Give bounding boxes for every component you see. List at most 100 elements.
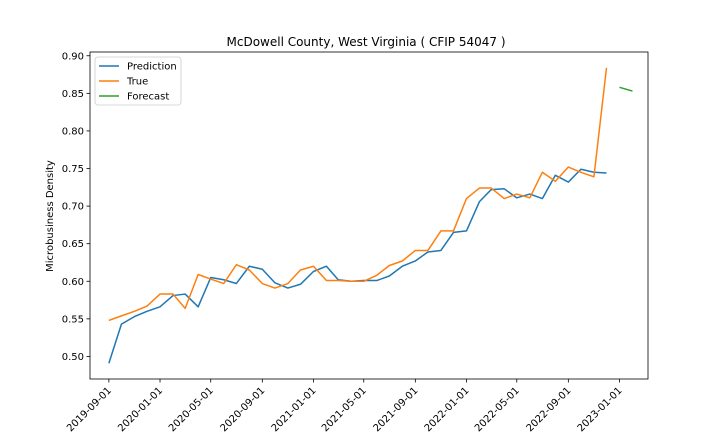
legend-label-true: True bbox=[126, 77, 148, 88]
data-point-prediction bbox=[478, 200, 480, 202]
y-tick-label: 0.70 bbox=[62, 202, 84, 213]
plot-area bbox=[108, 67, 633, 364]
data-point-true bbox=[274, 287, 276, 289]
data-point-true bbox=[120, 315, 122, 317]
data-point-true bbox=[554, 180, 556, 182]
data-point-true bbox=[541, 171, 543, 173]
x-tick-label: 2022-05-01 bbox=[473, 385, 522, 432]
x-tick-label: 2021-05-01 bbox=[320, 385, 369, 432]
data-point-prediction bbox=[567, 181, 569, 183]
data-point-true bbox=[350, 280, 352, 282]
data-point-prediction bbox=[223, 279, 225, 281]
data-point-true bbox=[440, 230, 442, 232]
data-point-prediction bbox=[503, 188, 505, 190]
data-point-true bbox=[593, 176, 595, 178]
data-point-prediction bbox=[248, 265, 250, 267]
y-axis: 0.50 0.55 0.60 0.65 0.70 0.75 0.80 0.85 0.90 bbox=[62, 51, 90, 363]
data-point-true bbox=[325, 279, 327, 281]
legend: Prediction True Forecast bbox=[94, 56, 182, 106]
y-tick-label: 0.80 bbox=[62, 126, 84, 137]
data-point-true bbox=[580, 171, 582, 173]
data-point-prediction bbox=[235, 282, 237, 284]
series-line-prediction bbox=[108, 168, 607, 364]
data-point-true bbox=[516, 193, 518, 195]
data-point-prediction bbox=[120, 323, 122, 325]
data-point-forecast bbox=[618, 86, 620, 88]
data-point-true bbox=[159, 293, 161, 295]
data-point-true bbox=[503, 197, 505, 199]
data-point-prediction bbox=[465, 230, 467, 232]
data-point-true bbox=[490, 187, 492, 189]
data-point-true bbox=[184, 307, 186, 309]
data-point-true bbox=[388, 264, 390, 266]
data-point-true bbox=[414, 249, 416, 251]
data-point-true bbox=[605, 67, 607, 69]
data-point-prediction bbox=[312, 270, 314, 272]
x-tick-label: 2019-09-01 bbox=[65, 385, 114, 432]
y-tick-label: 0.85 bbox=[62, 89, 84, 100]
data-point-prediction bbox=[159, 306, 161, 308]
data-point-prediction bbox=[197, 306, 199, 308]
legend-label-forecast: Forecast bbox=[127, 92, 169, 103]
legend-box bbox=[94, 56, 182, 106]
data-point-true bbox=[452, 230, 454, 232]
data-point-true bbox=[337, 279, 339, 281]
data-point-true bbox=[248, 269, 250, 271]
data-point-true bbox=[172, 293, 174, 295]
data-point-prediction bbox=[440, 249, 442, 251]
data-point-true bbox=[465, 197, 467, 199]
data-point-true bbox=[427, 249, 429, 251]
data-point-prediction bbox=[133, 315, 135, 317]
data-point-prediction bbox=[184, 293, 186, 295]
x-tick-label: 2021-01-01 bbox=[270, 385, 319, 432]
chart-title: McDowell County, West Virginia ( CFIP 54… bbox=[227, 35, 506, 49]
y-tick-label: 0.90 bbox=[62, 51, 84, 62]
y-tick-label: 0.75 bbox=[62, 164, 84, 175]
data-point-true bbox=[312, 265, 314, 267]
x-tick-label: 2020-01-01 bbox=[116, 385, 165, 432]
data-point-true bbox=[210, 278, 212, 280]
y-tick-label: 0.50 bbox=[62, 352, 84, 363]
data-point-prediction bbox=[325, 265, 327, 267]
data-point-prediction bbox=[580, 168, 582, 170]
data-point-prediction bbox=[414, 260, 416, 262]
plot-frame bbox=[89, 51, 649, 380]
data-point-prediction bbox=[554, 174, 556, 176]
data-point-prediction bbox=[287, 287, 289, 289]
data-point-true bbox=[299, 269, 301, 271]
data-point-true bbox=[223, 282, 225, 284]
data-point-true bbox=[401, 260, 403, 262]
data-point-prediction bbox=[605, 172, 607, 174]
data-point-prediction bbox=[401, 265, 403, 267]
legend-label-prediction: Prediction bbox=[127, 62, 177, 73]
data-point-true bbox=[529, 197, 531, 199]
x-tick-label: 2020-05-01 bbox=[167, 385, 216, 432]
data-point-prediction bbox=[108, 362, 110, 364]
data-point-prediction bbox=[299, 283, 301, 285]
data-point-true bbox=[108, 319, 110, 321]
y-tick-label: 0.65 bbox=[62, 239, 84, 250]
data-point-true bbox=[567, 166, 569, 168]
x-tick-label: 2022-01-01 bbox=[423, 385, 472, 432]
data-point-prediction bbox=[541, 197, 543, 199]
y-tick-label: 0.55 bbox=[62, 314, 84, 325]
data-point-true bbox=[287, 282, 289, 284]
data-point-true bbox=[133, 310, 135, 312]
data-point-true bbox=[261, 282, 263, 284]
data-point-forecast bbox=[631, 90, 633, 92]
data-point-true bbox=[363, 280, 365, 282]
series-line-true bbox=[108, 67, 608, 322]
series-line-forecast bbox=[619, 86, 633, 92]
data-point-prediction bbox=[388, 275, 390, 277]
data-point-true bbox=[146, 305, 148, 307]
data-point-true bbox=[376, 274, 378, 276]
data-point-prediction bbox=[376, 279, 378, 281]
data-point-prediction bbox=[146, 310, 148, 312]
y-tick-label: 0.60 bbox=[62, 277, 84, 288]
data-point-prediction bbox=[274, 282, 276, 284]
data-point-prediction bbox=[261, 268, 263, 270]
x-tick-label: 2023-01-01 bbox=[576, 385, 625, 432]
data-point-true bbox=[197, 273, 199, 275]
data-point-true bbox=[235, 264, 237, 266]
